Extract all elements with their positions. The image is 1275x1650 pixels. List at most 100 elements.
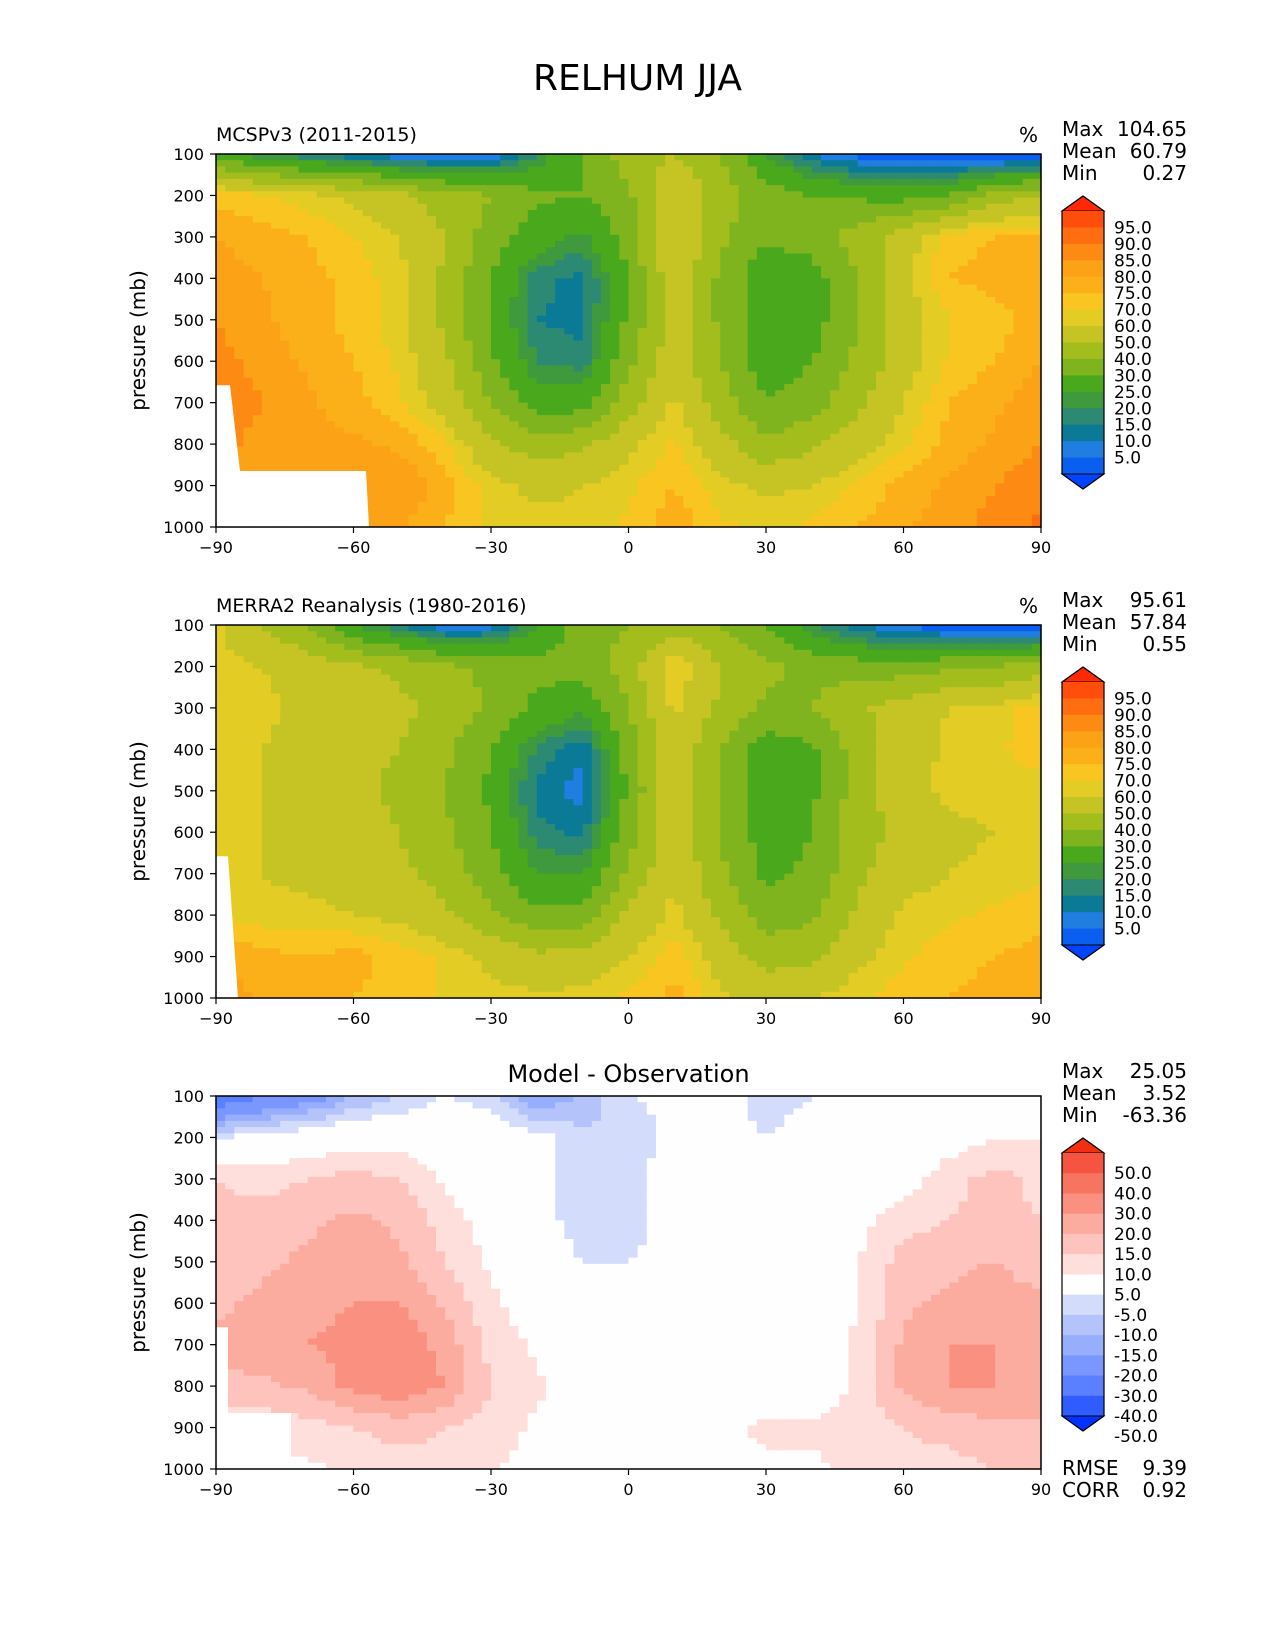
contour-cell bbox=[656, 309, 666, 317]
contour-cell bbox=[399, 415, 410, 422]
contour-cell bbox=[656, 458, 666, 466]
contour-cell bbox=[362, 178, 373, 186]
contour-cell bbox=[665, 359, 675, 366]
contour-cell bbox=[692, 340, 703, 348]
contour-cell bbox=[454, 452, 465, 460]
contour-cell bbox=[628, 396, 639, 404]
contour-cell bbox=[674, 234, 685, 242]
contour-cell bbox=[656, 259, 666, 267]
contour-cell bbox=[637, 334, 648, 342]
contour-cell bbox=[564, 160, 575, 168]
contour-cell bbox=[692, 284, 703, 292]
contour-cell bbox=[527, 359, 538, 366]
contour-cell bbox=[399, 166, 410, 174]
contour-cell bbox=[316, 315, 327, 323]
contour-cell bbox=[555, 247, 565, 255]
contour-cell bbox=[921, 346, 932, 354]
contour-cell bbox=[674, 191, 685, 199]
contour-cell bbox=[967, 172, 978, 180]
contour-cell bbox=[986, 359, 996, 366]
contour-cell bbox=[546, 402, 556, 410]
contour-cell bbox=[298, 396, 309, 404]
contour-cell bbox=[646, 321, 657, 329]
contour-cell bbox=[637, 185, 648, 192]
contour-cell bbox=[646, 154, 657, 161]
contour-cell bbox=[399, 340, 410, 348]
contour-cell bbox=[546, 446, 556, 453]
contour-cell bbox=[940, 390, 950, 398]
contour-cell bbox=[848, 421, 859, 429]
contour-cell bbox=[564, 446, 575, 453]
contour-cell bbox=[518, 340, 529, 348]
contour-cell bbox=[371, 172, 382, 180]
contour-cell bbox=[811, 278, 822, 286]
contour-cell bbox=[408, 439, 419, 447]
contour-cell bbox=[931, 477, 941, 485]
contour-cell bbox=[252, 303, 263, 311]
contour-cell bbox=[830, 315, 840, 323]
contour-cell bbox=[454, 415, 465, 422]
contour-cell bbox=[857, 334, 868, 342]
contour-cell bbox=[344, 296, 355, 304]
contour-cell bbox=[445, 185, 455, 192]
contour-cell bbox=[995, 402, 1005, 410]
contour-cell bbox=[362, 489, 373, 497]
contour-cell bbox=[958, 377, 969, 385]
contour-cell bbox=[729, 296, 740, 304]
contour-cell bbox=[362, 396, 373, 404]
contour-cell bbox=[564, 458, 575, 466]
contour-cell bbox=[857, 477, 868, 485]
contour-cell bbox=[316, 415, 327, 422]
contour-cell bbox=[674, 390, 685, 398]
contour-cell bbox=[839, 160, 850, 168]
contour-cell bbox=[912, 222, 923, 230]
contour-cell bbox=[362, 458, 373, 466]
contour-cell bbox=[949, 166, 960, 174]
contour-cell bbox=[610, 284, 620, 292]
contour-cell bbox=[912, 477, 923, 485]
contour-cell bbox=[252, 390, 263, 398]
contour-cell bbox=[353, 296, 364, 304]
contour-cell bbox=[683, 160, 694, 168]
contour-cell bbox=[399, 489, 410, 497]
contour-cell bbox=[876, 446, 886, 453]
contour-cell bbox=[949, 408, 960, 416]
contour-cell bbox=[371, 427, 382, 435]
contour-cell bbox=[876, 408, 886, 416]
contour-cell bbox=[637, 377, 648, 385]
contour-cell bbox=[445, 483, 455, 491]
contour-cell bbox=[546, 489, 556, 497]
contour-cell bbox=[417, 216, 428, 223]
contour-cell bbox=[573, 315, 584, 323]
contour-cell bbox=[894, 415, 905, 422]
contour-cell bbox=[472, 303, 483, 311]
contour-cell bbox=[995, 203, 1005, 211]
contour-cell bbox=[711, 253, 721, 261]
contour-cell bbox=[967, 253, 978, 261]
contour-cell bbox=[362, 334, 373, 342]
contour-cell bbox=[491, 421, 501, 429]
contour-cell bbox=[280, 259, 290, 267]
contour-cell bbox=[674, 452, 685, 460]
contour-cell bbox=[949, 439, 960, 447]
contour-cell bbox=[252, 415, 263, 422]
contour-cell bbox=[674, 178, 685, 186]
contour-cell bbox=[261, 328, 272, 335]
contour-cell bbox=[527, 228, 538, 236]
contour-cell bbox=[665, 328, 675, 335]
contour-cell bbox=[1013, 334, 1024, 342]
contour-cell bbox=[436, 365, 446, 373]
contour-cell bbox=[683, 203, 694, 211]
contour-cell bbox=[225, 259, 235, 267]
contour-cell bbox=[931, 209, 941, 217]
contour-cell bbox=[711, 296, 721, 304]
contour-cell bbox=[949, 265, 960, 273]
contour-cell bbox=[261, 390, 272, 398]
contour-cell bbox=[711, 259, 721, 267]
contour-cell bbox=[793, 328, 804, 335]
contour-cell bbox=[573, 222, 584, 230]
contour-cell bbox=[756, 303, 767, 311]
contour-cell bbox=[1004, 328, 1015, 335]
contour-cell bbox=[280, 321, 290, 329]
contour-cell bbox=[766, 303, 776, 311]
